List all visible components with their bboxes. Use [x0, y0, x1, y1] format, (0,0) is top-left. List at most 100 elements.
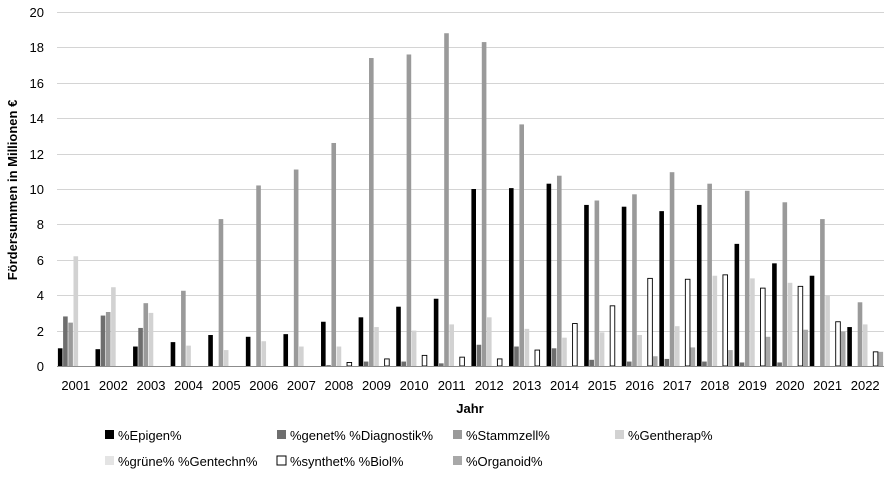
bar [782, 202, 788, 366]
bar-series-group [57, 33, 884, 367]
bar [647, 277, 653, 367]
y-tick-label: 20 [30, 5, 44, 20]
bar [825, 295, 830, 366]
x-tick-label: 2022 [851, 378, 880, 393]
legend-swatch [276, 455, 287, 466]
bar [534, 349, 541, 367]
y-tick-labels: 0 2 4 6 8 10 12 14 16 18 20 [30, 5, 44, 374]
x-tick-label: 2019 [738, 378, 767, 393]
legend-label: %Gentherap% [628, 428, 713, 443]
bar [690, 347, 696, 366]
x-tick-label: 2002 [99, 378, 128, 393]
bar [223, 350, 229, 366]
bar [621, 206, 627, 366]
legend-label: %genet% %Diagnostik% [290, 428, 434, 443]
x-tick-label: 2013 [512, 378, 541, 393]
legend-swatch [453, 430, 462, 439]
y-tick-label: 4 [37, 288, 44, 303]
x-tick-label: 2005 [212, 378, 241, 393]
legend-label: %Stammzell% [466, 428, 550, 443]
bar [637, 335, 642, 366]
y-tick-label: 0 [37, 359, 44, 374]
bar [336, 346, 342, 366]
y-tick-label: 6 [37, 253, 44, 268]
bar [722, 274, 728, 367]
bar [481, 42, 487, 367]
bar [63, 316, 68, 366]
bar [847, 327, 852, 366]
x-tick-label: 2008 [324, 378, 353, 393]
bar [750, 278, 755, 366]
bar [696, 204, 702, 366]
x-tick-label: 2003 [137, 378, 166, 393]
bar [449, 324, 454, 366]
bar [406, 54, 412, 366]
legend-swatch [615, 430, 624, 439]
bar [820, 219, 825, 366]
bar [358, 317, 364, 366]
bar [384, 358, 390, 367]
bar [872, 351, 879, 367]
bar [584, 204, 589, 366]
bar [208, 335, 213, 366]
bar [589, 359, 594, 366]
legend-label: %Epigen% [118, 428, 182, 443]
bar [105, 312, 111, 366]
bar [674, 326, 680, 366]
x-tick-label: 2006 [249, 378, 278, 393]
bar [797, 285, 804, 367]
legend-swatch [105, 456, 114, 465]
bar [734, 243, 740, 366]
bar [803, 329, 808, 366]
bar [840, 331, 846, 366]
x-tick-labels: 2001 2002 2003 2004 2005 2006 2007 2008 2009 2010… [61, 378, 879, 393]
bar [369, 58, 374, 367]
y-tick-label: 14 [30, 111, 44, 126]
bar [374, 327, 379, 366]
bar [519, 124, 524, 367]
bar [401, 361, 407, 366]
legend-swatch [277, 430, 286, 439]
x-tick-label: 2014 [550, 378, 579, 393]
x-tick-label: 2016 [625, 378, 654, 393]
bar [293, 169, 299, 366]
bar [835, 321, 841, 367]
bar [396, 306, 401, 366]
bar [283, 334, 289, 366]
legend: %Epigen% %genet% %Diagnostik% %Stammzell%%… [105, 428, 713, 469]
bar [433, 298, 439, 366]
legend-label: %Organoid% [466, 454, 543, 469]
bar [652, 356, 658, 366]
bar [744, 190, 750, 366]
bar [218, 219, 224, 366]
bar [57, 348, 63, 366]
bar [439, 363, 444, 366]
bar [524, 328, 530, 366]
bar [514, 346, 519, 366]
bar [862, 324, 868, 366]
bar [181, 290, 186, 366]
bar [772, 263, 777, 366]
y-tick-label: 8 [37, 217, 44, 232]
y-tick-label: 2 [37, 324, 44, 339]
x-tick-label: 2012 [475, 378, 504, 393]
bar [421, 354, 428, 367]
bar [702, 361, 707, 366]
y-tick-label: 12 [30, 147, 44, 162]
bar [562, 337, 567, 366]
bar [669, 172, 675, 366]
bar [444, 33, 449, 367]
bar [684, 278, 691, 367]
bar [496, 358, 503, 367]
bar [186, 345, 191, 366]
bar [326, 365, 331, 366]
x-tick-label: 2017 [663, 378, 692, 393]
bar [857, 302, 863, 366]
bar [299, 346, 304, 366]
legend-label: %synthet% %Biol% [290, 454, 404, 469]
bar [659, 211, 664, 367]
legend-swatch [105, 430, 114, 439]
bar [609, 305, 616, 367]
bar [245, 336, 251, 366]
